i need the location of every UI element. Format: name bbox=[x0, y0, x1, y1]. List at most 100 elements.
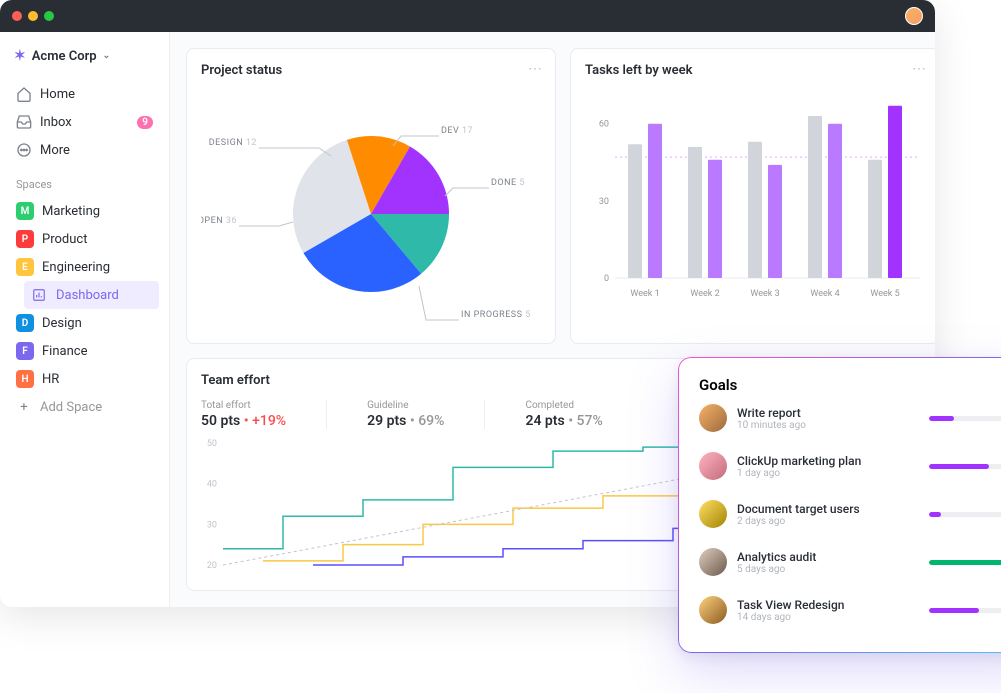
metric-label: Completed bbox=[525, 400, 602, 411]
goal-time: 2 days ago bbox=[737, 516, 919, 527]
bar-planned bbox=[628, 144, 642, 278]
goal-progress-bar bbox=[929, 560, 1001, 565]
metric-value: 24 pts • 57% bbox=[525, 413, 602, 429]
goal-time: 1 day ago bbox=[737, 468, 919, 479]
goal-time: 10 minutes ago bbox=[737, 420, 919, 431]
sidebar-space-finance[interactable]: FFinance bbox=[10, 337, 159, 365]
goal-text: Write report 10 minutes ago bbox=[737, 406, 919, 431]
line-ytick: 30 bbox=[207, 520, 217, 530]
plus-icon: + bbox=[16, 399, 32, 415]
goal-item[interactable]: Task View Redesign 14 days ago bbox=[699, 586, 1001, 634]
pie-label: DEV 17 bbox=[441, 126, 473, 136]
bar-xlabel: Week 1 bbox=[630, 289, 659, 299]
sidebar-nav-home[interactable]: Home bbox=[10, 80, 159, 108]
goal-avatar bbox=[699, 452, 727, 480]
bar-ytick: 30 bbox=[599, 197, 609, 207]
goal-item[interactable]: ClickUp marketing plan 1 day ago bbox=[699, 442, 1001, 490]
inbox-icon bbox=[16, 114, 32, 130]
goal-progress-bar bbox=[929, 416, 1001, 421]
goal-avatar bbox=[699, 500, 727, 528]
space-letter-icon: D bbox=[16, 314, 34, 332]
metric-completed: Completed 24 pts • 57% bbox=[525, 400, 642, 429]
goal-title: Analytics audit bbox=[737, 550, 919, 564]
bar-xlabel: Week 5 bbox=[870, 289, 899, 299]
goal-text: Task View Redesign 14 days ago bbox=[737, 598, 919, 623]
goal-progress-bar bbox=[929, 464, 1001, 469]
bar-actual bbox=[888, 106, 902, 278]
goal-title: Document target users bbox=[737, 502, 919, 516]
maximize-window-button[interactable] bbox=[44, 11, 54, 21]
sidebar-nav-more[interactable]: More bbox=[10, 136, 159, 164]
sidebar-nav-label: Inbox bbox=[40, 115, 72, 130]
workspace-logo-icon: ✶ bbox=[14, 48, 26, 64]
goal-title: Task View Redesign bbox=[737, 598, 919, 612]
bar-xlabel: Week 2 bbox=[690, 289, 719, 299]
sidebar: ✶ Acme Corp ⌄ Home Inbox 9 More Spaces MMar… bbox=[0, 32, 170, 607]
sidebar-space-dashboard[interactable]: Dashboard bbox=[24, 281, 159, 309]
goals-card: Goals ⋯ Write report 10 minutes ago Clic… bbox=[679, 358, 1001, 652]
metric-value: 50 pts • +19% bbox=[201, 413, 286, 429]
user-avatar[interactable] bbox=[905, 7, 923, 25]
more-icon bbox=[16, 142, 32, 158]
line-ytick: 20 bbox=[207, 561, 217, 569]
workspace-switcher[interactable]: ✶ Acme Corp ⌄ bbox=[10, 46, 159, 66]
add-space-label: Add Space bbox=[40, 400, 102, 415]
close-window-button[interactable] bbox=[12, 11, 22, 21]
bar-ytick: 0 bbox=[604, 274, 609, 284]
space-label: Dashboard bbox=[56, 288, 119, 303]
dashboard-icon bbox=[30, 286, 48, 304]
sidebar-nav-label: More bbox=[40, 143, 70, 158]
space-letter-icon: H bbox=[16, 370, 34, 388]
sidebar-nav-inbox[interactable]: Inbox 9 bbox=[10, 108, 159, 136]
sidebar-nav-label: Home bbox=[40, 87, 75, 102]
space-letter-icon: P bbox=[16, 230, 34, 248]
sidebar-space-hr[interactable]: H HR bbox=[10, 365, 159, 393]
metric-value: 29 pts • 69% bbox=[367, 413, 444, 429]
sidebar-space-product[interactable]: P Product bbox=[10, 225, 159, 253]
project-status-chart: DESIGN 12DEV 17DONE 5IN PROGRESS 5OPEN 3… bbox=[201, 96, 541, 326]
space-label: HR bbox=[42, 372, 59, 387]
spaces-section-label: Spaces bbox=[16, 178, 159, 191]
goal-progress-bar bbox=[929, 608, 1001, 613]
goal-item[interactable]: Write report 10 minutes ago bbox=[699, 394, 1001, 442]
bar-actual bbox=[768, 165, 782, 278]
bar-planned bbox=[868, 160, 882, 278]
add-space-button[interactable]: + Add Space bbox=[10, 393, 159, 421]
sidebar-space-engineering[interactable]: EEngineering bbox=[10, 253, 159, 281]
card-menu-icon[interactable]: ⋯ bbox=[912, 61, 927, 77]
metric-guideline: Guideline 29 pts • 69% bbox=[367, 400, 485, 429]
goal-item[interactable]: Document target users 2 days ago bbox=[699, 490, 1001, 538]
sidebar-space-marketing[interactable]: MMarketing bbox=[10, 197, 159, 225]
minimize-window-button[interactable] bbox=[28, 11, 38, 21]
goal-text: Document target users 2 days ago bbox=[737, 502, 919, 527]
line-ytick: 50 bbox=[207, 439, 217, 449]
metric-label: Guideline bbox=[367, 400, 444, 411]
bar-planned bbox=[748, 142, 762, 278]
card-menu-icon[interactable]: ⋯ bbox=[528, 61, 543, 77]
line-ytick: 40 bbox=[207, 480, 217, 490]
home-icon bbox=[16, 86, 32, 102]
space-label: Finance bbox=[42, 344, 87, 359]
goal-item[interactable]: Analytics audit 5 days ago bbox=[699, 538, 1001, 586]
tasks-bar-card: Tasks left by week ⋯ 03060Week 1Week 2We… bbox=[570, 48, 935, 344]
bar-planned bbox=[808, 116, 822, 278]
traffic-lights bbox=[12, 11, 54, 21]
goal-avatar bbox=[699, 404, 727, 432]
sidebar-space-design[interactable]: DDesign bbox=[10, 309, 159, 337]
goal-time: 5 days ago bbox=[737, 564, 919, 575]
goal-text: ClickUp marketing plan 1 day ago bbox=[737, 454, 919, 479]
inbox-badge: 9 bbox=[137, 116, 153, 129]
bar-xlabel: Week 3 bbox=[750, 289, 779, 299]
bar-actual bbox=[828, 124, 842, 278]
chevron-down-icon: ⌄ bbox=[103, 51, 111, 61]
title-bar bbox=[0, 0, 935, 32]
pie-label: OPEN 36 bbox=[201, 216, 237, 226]
pie-label: IN PROGRESS 5 bbox=[461, 310, 531, 320]
bar-actual bbox=[708, 160, 722, 278]
bar-xlabel: Week 4 bbox=[810, 289, 839, 299]
goal-avatar bbox=[699, 548, 727, 576]
space-label: Product bbox=[42, 232, 87, 247]
space-label: Marketing bbox=[42, 204, 100, 219]
goals-title: Goals bbox=[699, 376, 1001, 394]
project-status-card: Project status ⋯ DESIGN 12DEV 17DONE 5IN… bbox=[186, 48, 556, 344]
